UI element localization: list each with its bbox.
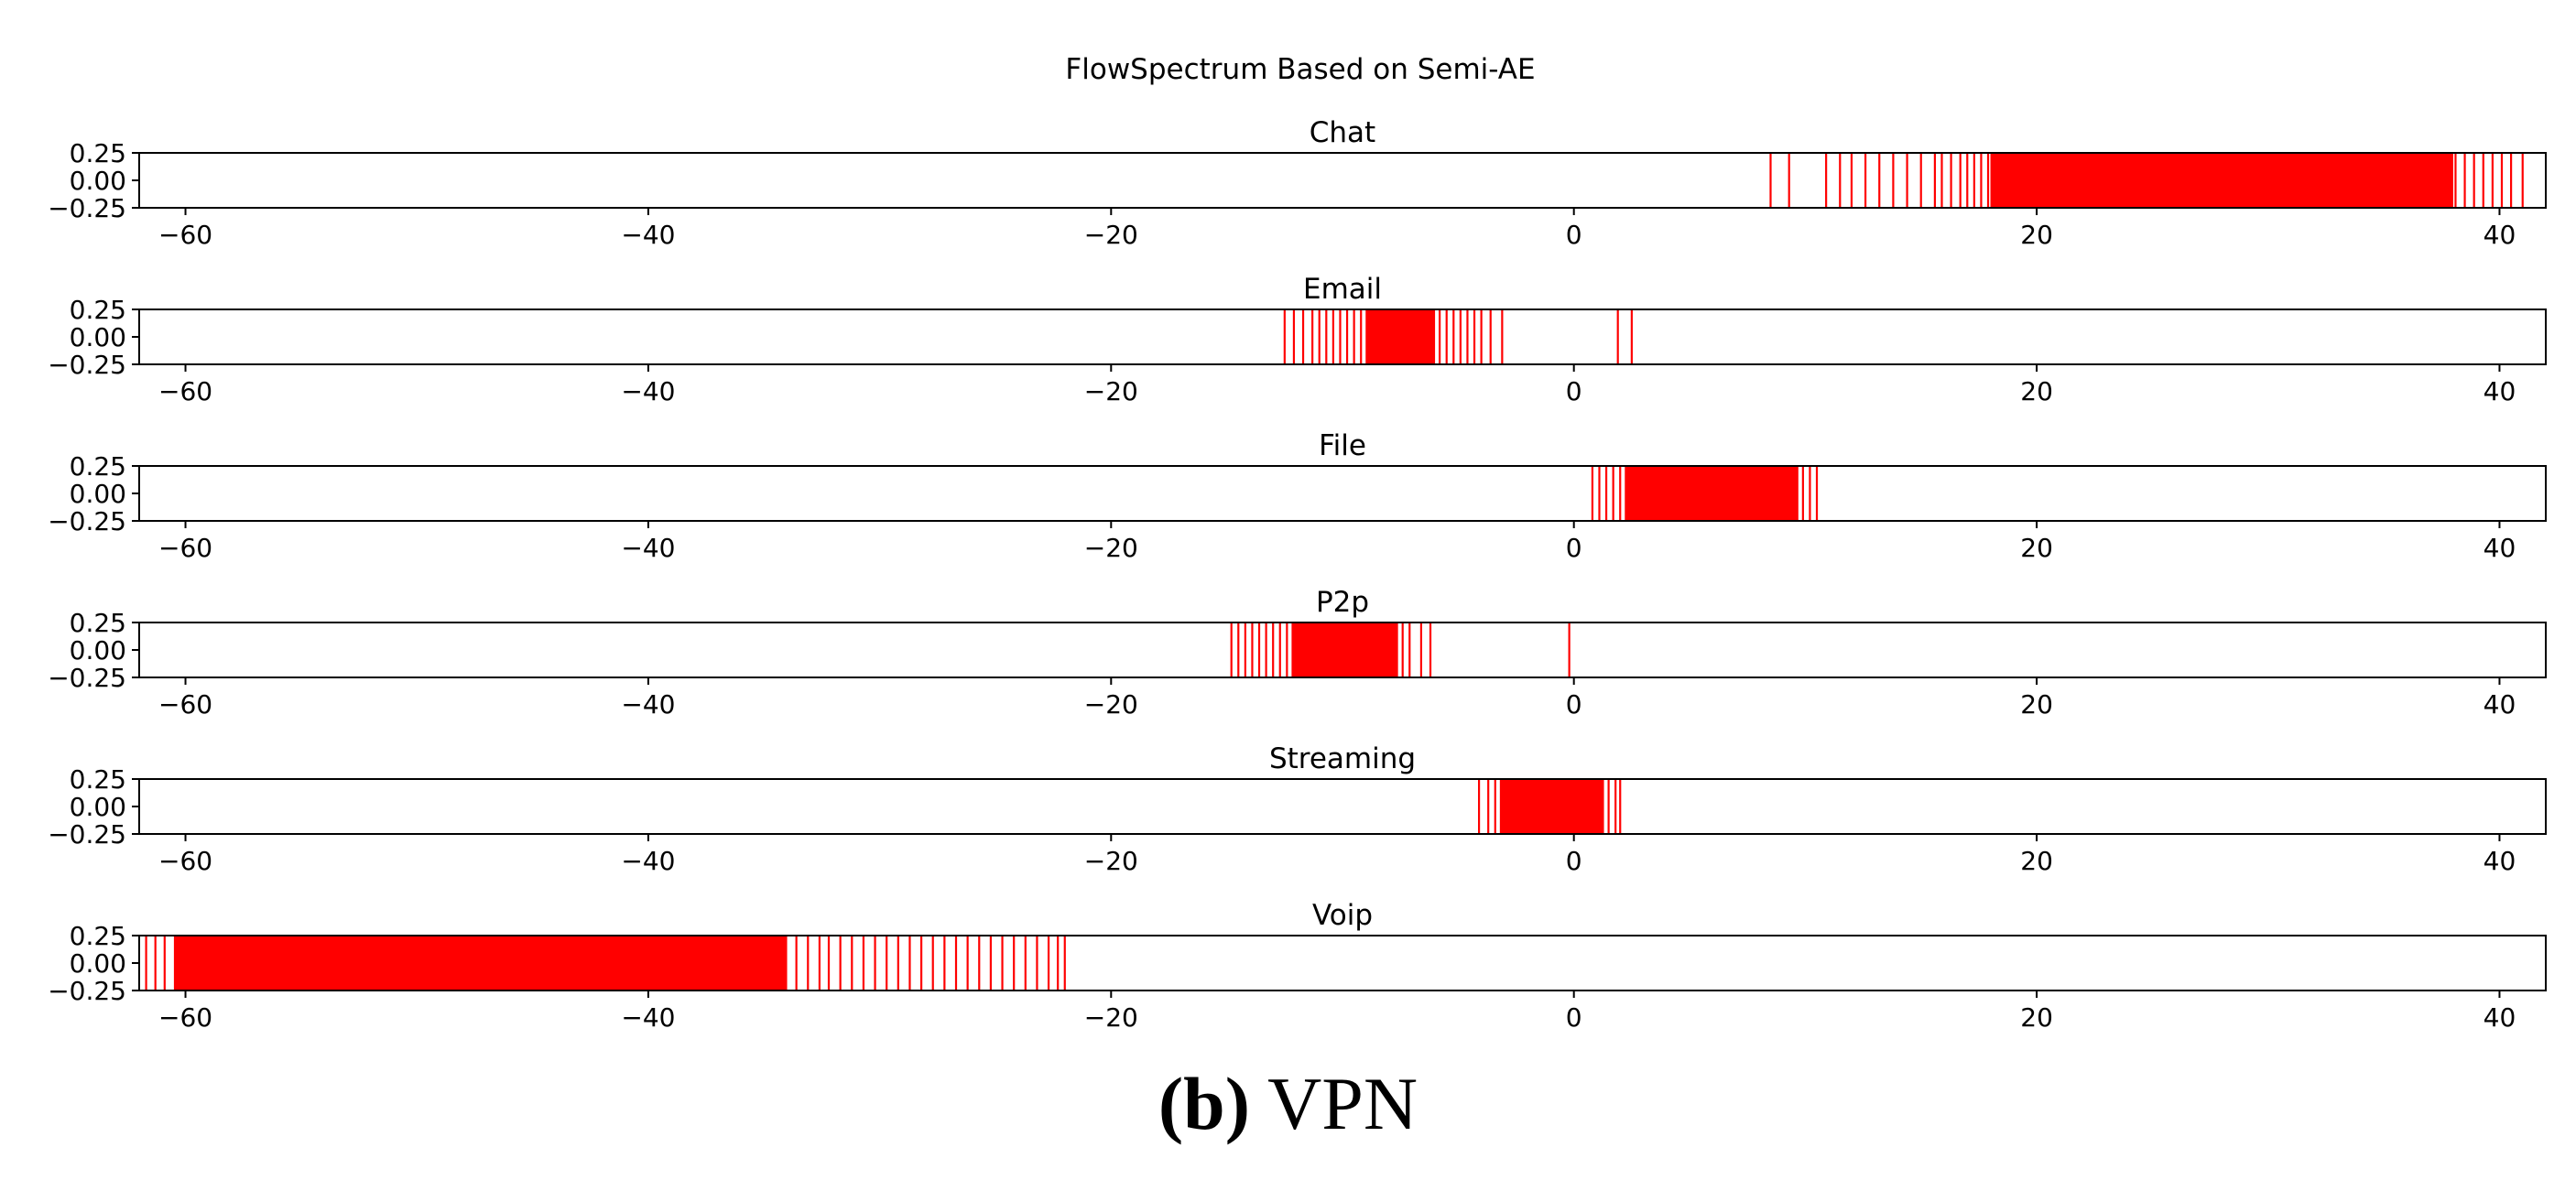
y-tick-label: 0.00	[70, 479, 126, 509]
y-tick-label: 0.25	[70, 608, 126, 638]
x-tick-label: −20	[1084, 220, 1138, 250]
panel-title: P2p	[1316, 586, 1369, 619]
x-tick-label: 0	[1566, 376, 1582, 406]
spectrum-band	[173, 936, 788, 991]
spectrum-band	[1990, 153, 2453, 208]
y-tick-label: 0.00	[70, 322, 126, 352]
panel-p2p: P2p 0.250.00−0.25 −60 −40 −20 0 20 40	[48, 586, 2547, 720]
x-tick-label: −40	[621, 533, 675, 563]
x-tick-label: 20	[2020, 376, 2053, 406]
panel-title: Chat	[1310, 116, 1375, 149]
x-tick-label: 0	[1566, 1002, 1582, 1033]
spectrum-band	[1625, 466, 1799, 521]
x-tick-label: −20	[1084, 846, 1138, 876]
panel-file: File 0.250.00−0.25 −60 −40 −20 0 20 40	[48, 429, 2547, 563]
panel-streaming: Streaming 0.250.00−0.25 −60 −40 −20 0 20 40	[48, 742, 2547, 876]
panel-chat: Chat 0.250.00−0.25 −60 −40 −20 0 20 40	[48, 116, 2547, 250]
y-tick-label: −0.25	[48, 976, 126, 1006]
panel-title: File	[1319, 429, 1366, 462]
x-tick-label: −40	[621, 376, 675, 406]
y-tick-label: 0.00	[70, 166, 126, 196]
spectrum-band	[1365, 309, 1436, 364]
x-tick-label: 0	[1566, 533, 1582, 563]
y-tick-label: 0.00	[70, 948, 126, 979]
figure-caption: (b) VPN	[0, 1066, 2576, 1142]
x-tick-label: 20	[2020, 220, 2053, 250]
y-tick-label: 0.25	[70, 921, 126, 951]
spectrum-band	[1291, 622, 1398, 677]
x-tick-label: 20	[2020, 846, 2053, 876]
caption-text: VPN	[1267, 1062, 1418, 1145]
y-tick-label: 0.25	[70, 764, 126, 795]
panel-frame	[138, 309, 2547, 365]
x-tick-label: −40	[621, 689, 675, 720]
x-tick-label: −60	[158, 220, 212, 250]
y-tick-label: 0.00	[70, 792, 126, 822]
x-tick-label: −20	[1084, 1002, 1138, 1033]
y-tick-label: −0.25	[48, 506, 126, 536]
figure-title: FlowSpectrum Based on Semi-AE	[1065, 53, 1535, 86]
x-tick-label: −60	[158, 689, 212, 720]
x-tick-label: −20	[1084, 376, 1138, 406]
panel-title: Voip	[1312, 899, 1373, 932]
x-tick-label: −20	[1084, 689, 1138, 720]
y-tick-label: −0.25	[48, 350, 126, 380]
x-tick-label: −40	[621, 220, 675, 250]
x-tick-label: 20	[2020, 1002, 2053, 1033]
x-tick-label: 40	[2484, 846, 2516, 876]
x-tick-label: 40	[2484, 689, 2516, 720]
x-tick-label: −60	[158, 376, 212, 406]
x-tick-label: −60	[158, 1002, 212, 1033]
y-tick-label: 0.25	[70, 138, 126, 168]
caption-label: (b)	[1158, 1062, 1251, 1145]
y-tick-label: 0.25	[70, 295, 126, 325]
x-tick-label: 0	[1566, 846, 1582, 876]
x-tick-label: 40	[2484, 376, 2516, 406]
panel-frame	[138, 778, 2547, 835]
x-tick-label: 40	[2484, 220, 2516, 250]
x-tick-label: −60	[158, 533, 212, 563]
panel-title: Streaming	[1269, 742, 1416, 775]
y-tick-label: −0.25	[48, 819, 126, 850]
x-tick-label: −20	[1084, 533, 1138, 563]
panel-voip: Voip 0.250.00−0.25 −60 −40 −20 0 20 40	[48, 899, 2547, 1033]
panel-email: Email 0.250.00−0.25 −60 −40 −20 0 20 40	[48, 273, 2547, 406]
y-tick-label: 0.00	[70, 635, 126, 666]
x-tick-label: −40	[621, 846, 675, 876]
y-tick-label: 0.25	[70, 451, 126, 482]
x-tick-label: 20	[2020, 689, 2053, 720]
x-tick-label: −60	[158, 846, 212, 876]
x-tick-label: 0	[1566, 689, 1582, 720]
spectrum-band	[1499, 779, 1604, 834]
x-tick-label: −40	[621, 1002, 675, 1033]
y-tick-label: −0.25	[48, 663, 126, 693]
panel-frame	[138, 465, 2547, 522]
x-tick-label: 0	[1566, 220, 1582, 250]
x-tick-label: 40	[2484, 1002, 2516, 1033]
x-tick-label: 20	[2020, 533, 2053, 563]
x-tick-label: 40	[2484, 533, 2516, 563]
panel-title: Email	[1303, 273, 1382, 306]
y-tick-label: −0.25	[48, 193, 126, 223]
